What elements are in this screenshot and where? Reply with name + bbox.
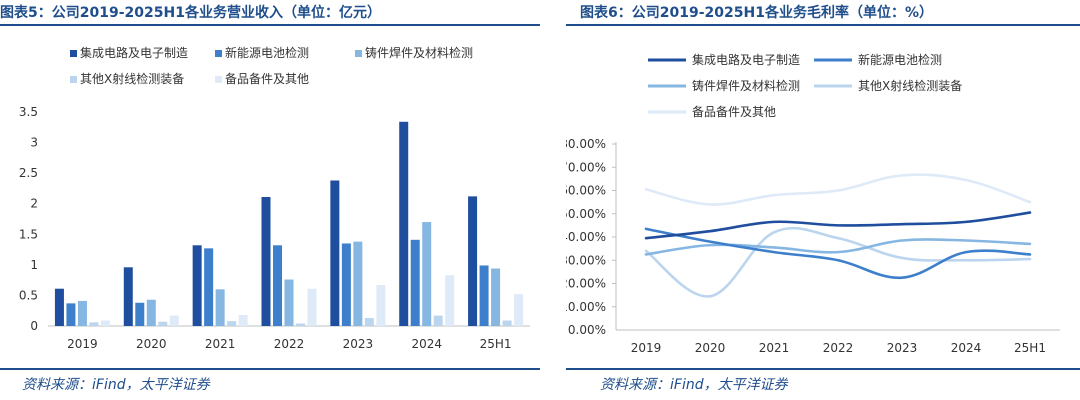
bar: [77, 300, 87, 326]
bar: [204, 248, 214, 326]
x-tick-label: 2024: [411, 337, 442, 351]
y-tick-label: 0.00%: [568, 323, 606, 337]
legend-label: 铸件焊件及材料检测: [365, 45, 473, 60]
bar: [479, 265, 489, 326]
bar: [135, 302, 145, 326]
x-tick-label: 2022: [823, 341, 854, 355]
legend-label: 新能源电池检测: [858, 52, 942, 67]
y-tick-label: 2.5: [19, 166, 38, 180]
bar: [158, 321, 168, 326]
margin-chart-panel: 图表6：公司2019-2025H1各业务毛利率（单位：%） 集成电路及电子制造 新…: [566, 0, 1080, 400]
y-tick-label: 30.00%: [566, 253, 606, 267]
legend-swatch: [70, 76, 77, 83]
y-tick-label: 3.5: [19, 105, 38, 119]
y-tick-label: 3: [30, 136, 38, 150]
bar: [364, 318, 374, 326]
revenue-chart-panel: 图表5：公司2019-2025H1各业务营业收入（单位：亿元） 集成电路及电子制…: [0, 5, 540, 393]
x-tick-label: 2019: [67, 337, 98, 351]
legend-label: 备品备件及其他: [225, 72, 309, 86]
legend-label: 其他X射线检测装备: [80, 71, 184, 86]
x-tick-label: 2021: [205, 337, 236, 351]
y-tick-label: 10.00%: [566, 300, 606, 314]
series-line: [644, 238, 1032, 256]
bar: [296, 323, 305, 326]
legend-swatch: [355, 50, 362, 57]
bar: [491, 268, 501, 326]
legend-swatch: [70, 50, 77, 57]
series-line: [644, 226, 1032, 298]
x-tick-label: 2019: [631, 341, 662, 355]
series-line: [644, 173, 1032, 206]
bar: [307, 288, 317, 326]
bar: [227, 321, 237, 326]
y-tick-label: 70.00%: [566, 160, 606, 174]
legend-swatch: [215, 76, 222, 83]
margin-chart-title: 图表6：公司2019-2025H1各业务毛利率（单位：%）: [580, 5, 933, 21]
x-tick-label: 25H1: [480, 337, 512, 351]
bar: [422, 222, 432, 326]
bar: [54, 288, 64, 326]
source-divider: [0, 368, 540, 370]
x-tick-label: 2023: [343, 337, 374, 351]
bar: [514, 294, 524, 326]
legend-swatch: [215, 50, 222, 57]
y-tick-label: 0.5: [19, 288, 38, 302]
x-tick-label: 2021: [759, 341, 790, 355]
bar: [100, 320, 110, 326]
bar: [376, 285, 386, 326]
title-divider: [0, 24, 540, 26]
y-tick-label: 1: [30, 258, 38, 272]
legend-label: 备品备件及其他: [692, 105, 776, 119]
y-tick-label: 1.5: [19, 227, 38, 241]
bar: [410, 239, 420, 326]
x-tick-label: 2023: [887, 341, 918, 355]
series-line: [644, 211, 1032, 240]
x-tick-label: 2024: [951, 341, 982, 355]
bar: [89, 322, 99, 326]
x-tick-label: 2022: [274, 337, 305, 351]
bar: [341, 243, 351, 326]
bar: [146, 299, 156, 326]
y-tick-label: 40.00%: [566, 230, 606, 244]
bar: [169, 315, 179, 326]
bar: [445, 275, 455, 326]
source-divider: [566, 368, 1080, 370]
x-tick-label: 25H1: [1014, 341, 1046, 355]
bar: [330, 180, 340, 326]
legend-label: 新能源电池检测: [225, 45, 309, 60]
revenue-chart-title: 图表5：公司2019-2025H1各业务营业收入（单位：亿元）: [0, 5, 381, 21]
bar: [502, 320, 512, 326]
revenue-chart-source: 资料来源：iFind，太平洋证券: [22, 377, 210, 393]
bar: [123, 267, 133, 326]
bar: [273, 245, 282, 326]
legend-label: 其他X射线检测装备: [858, 78, 962, 93]
y-tick-label: 20.00%: [566, 277, 606, 291]
bar: [353, 241, 363, 326]
y-tick-label: 0: [30, 319, 38, 333]
bar: [284, 279, 294, 326]
y-tick-label: 80.00%: [566, 137, 606, 151]
bar: [192, 245, 202, 326]
legend-label: 铸件焊件及材料检测: [692, 78, 800, 93]
bar: [399, 121, 409, 326]
margin-chart-source: 资料来源：iFind，太平洋证券: [600, 377, 788, 393]
bar: [215, 289, 225, 326]
bar: [261, 196, 271, 326]
legend-label: 集成电路及电子制造: [692, 52, 800, 67]
title-divider: [566, 24, 1080, 26]
x-tick-label: 2020: [695, 341, 726, 355]
x-tick-label: 2020: [136, 337, 167, 351]
legend-label: 集成电路及电子制造: [80, 45, 188, 60]
bar: [66, 303, 76, 326]
y-tick-label: 2: [30, 197, 38, 211]
series-line: [644, 227, 1032, 279]
bar: [433, 315, 443, 326]
y-tick-label: 60.00%: [566, 184, 606, 198]
bar: [468, 196, 478, 326]
y-tick-label: 50.00%: [566, 207, 606, 221]
bar: [238, 314, 248, 326]
